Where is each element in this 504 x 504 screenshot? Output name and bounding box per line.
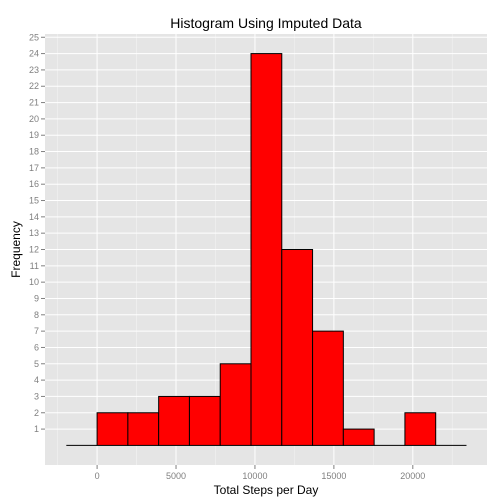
histogram-bar	[312, 330, 344, 446]
y-tick-label: 8	[34, 310, 39, 320]
y-tick-label: 1	[34, 424, 39, 434]
y-tick-label: 25	[29, 32, 39, 42]
x-tick-label: 20000	[400, 471, 425, 481]
y-tick-label: 17	[29, 163, 39, 173]
x-tick-label: 10000	[242, 471, 267, 481]
y-tick-label: 15	[29, 196, 39, 206]
y-tick-label: 2	[34, 408, 39, 418]
y-tick-label: 20	[29, 114, 39, 124]
y-tick-label: 7	[34, 326, 39, 336]
y-tick-label: 24	[29, 49, 39, 59]
y-tick-label: 19	[29, 130, 39, 140]
histogram-bar	[281, 249, 314, 446]
histogram-bar	[404, 412, 437, 446]
y-tick-label: 6	[34, 342, 39, 352]
x-axis-title: Total Steps per Day	[214, 483, 319, 497]
y-tick-label: 23	[29, 65, 39, 75]
y-tick-label: 21	[29, 98, 39, 108]
histogram-bar	[188, 395, 221, 446]
y-tick-label: 14	[29, 212, 39, 222]
histogram-bar	[342, 428, 375, 446]
y-tick-label: 5	[34, 359, 39, 369]
histogram-bar	[219, 363, 252, 446]
y-tick-label: 4	[34, 375, 39, 385]
y-tick-label: 13	[29, 228, 39, 238]
y-tick-label: 10	[29, 277, 39, 287]
y-tick-label: 22	[29, 81, 39, 91]
histogram-bar	[158, 395, 190, 446]
chart-title: Histogram Using Imputed Data	[170, 15, 362, 31]
histogram-bar	[250, 53, 283, 446]
y-tick-label: 11	[30, 261, 39, 271]
y-axis-title: Frequency	[9, 221, 23, 278]
y-tick-label: 3	[34, 391, 39, 401]
y-tick-label: 12	[29, 245, 39, 255]
y-tick-label: 9	[34, 293, 39, 303]
y-tick-label: 18	[29, 147, 39, 157]
y-axis-ticks: 1234567891011121314151617181920212223242…	[29, 32, 45, 434]
x-tick-label: 5000	[166, 471, 186, 481]
histogram-bars	[66, 53, 467, 446]
x-axis-ticks: 0 5000 10000 15000 20000	[95, 465, 425, 481]
y-tick-label: 16	[29, 179, 39, 189]
histogram-bar	[127, 412, 160, 446]
x-tick-label: 0	[95, 471, 100, 481]
histogram-bar	[96, 412, 129, 446]
x-tick-label: 15000	[321, 471, 346, 481]
